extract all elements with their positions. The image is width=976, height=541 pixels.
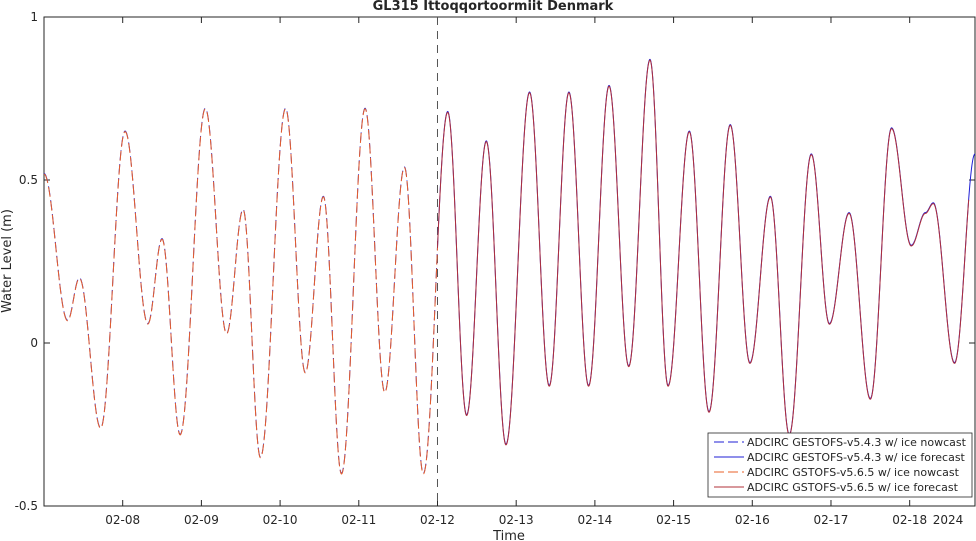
legend-label-gestofs-forecast: ADCIRC GESTOFS-v5.4.3 w/ ice forecast — [747, 451, 966, 464]
y-tick-label: 1 — [30, 10, 38, 24]
y-axis-label: Water Level (m) — [0, 209, 15, 313]
x-tick-label: 02-08 — [105, 513, 140, 527]
x-axis-label: Time — [492, 529, 525, 541]
legend: ADCIRC GESTOFS-v5.4.3 w/ ice nowcast ADC… — [707, 432, 973, 498]
y-tick-label: -0.5 — [15, 499, 38, 513]
series-gstofs-nowcast — [43, 108, 438, 475]
x-tick-label: 02-18 — [892, 513, 927, 527]
x-tick-label: 02-10 — [263, 513, 298, 527]
x-tick-label: 02-14 — [577, 513, 612, 527]
legend-label-gstofs-forecast: ADCIRC GSTOFS-v5.6.5 w/ ice forecast — [747, 481, 959, 494]
chart-title: GL315 Ittoqqortoormiit Denmark — [373, 0, 614, 14]
y-tick-label: 0.5 — [19, 173, 38, 187]
x-tick-label: 02-09 — [184, 513, 219, 527]
x-axis-year-label: 2024 — [933, 513, 964, 527]
series-gstofs-forecast — [436, 59, 970, 446]
x-tick-label: 02-11 — [341, 513, 376, 527]
x-tick-label: 02-13 — [499, 513, 534, 527]
legend-label-gestofs-nowcast: ADCIRC GESTOFS-v5.4.3 w/ ice nowcast — [747, 436, 967, 449]
y-tick-label: 0 — [30, 336, 38, 350]
legend-box — [707, 432, 973, 498]
x-tick-label: 02-12 — [420, 513, 455, 527]
legend-label-gstofs-nowcast: ADCIRC GSTOFS-v5.6.5 w/ ice nowcast — [747, 466, 960, 479]
x-tick-label: 02-17 — [814, 513, 849, 527]
x-tick-label: 02-16 — [735, 513, 770, 527]
x-tick-label: 02-15 — [656, 513, 691, 527]
